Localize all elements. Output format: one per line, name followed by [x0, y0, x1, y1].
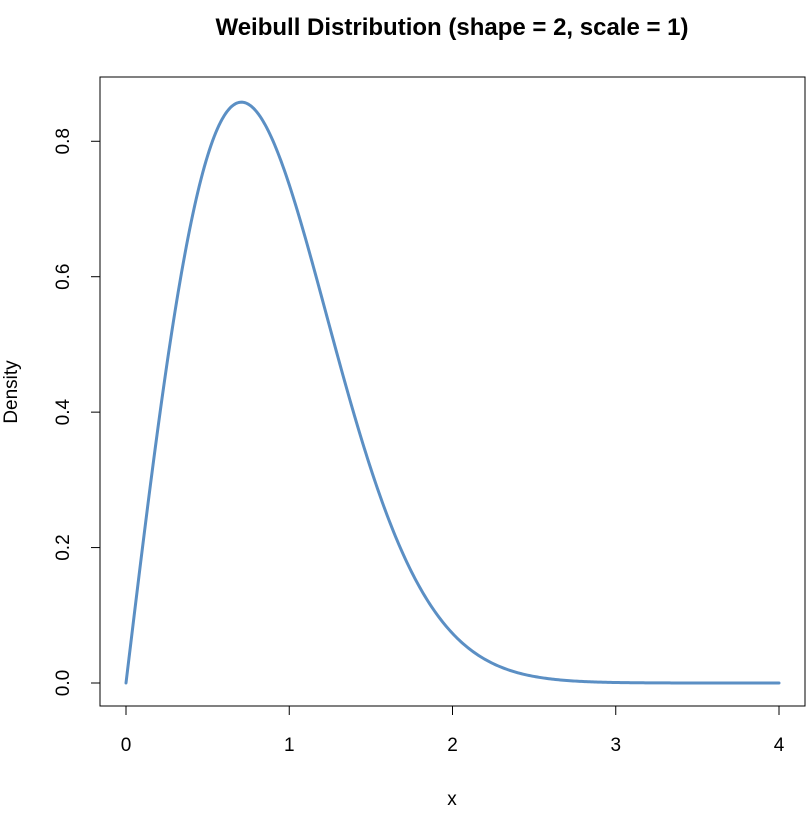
- x-tick-label: 4: [774, 735, 785, 756]
- y-axis: 0.0 0.2 0.4 0.6 0.8: [53, 128, 100, 696]
- x-axis-label: x: [447, 789, 457, 810]
- y-axis-label: Density: [1, 360, 22, 424]
- y-tick-label: 0.8: [53, 128, 74, 154]
- y-tick-label: 0.0: [53, 670, 74, 696]
- y-tick-label: 0.2: [53, 534, 74, 560]
- y-tick-label: 0.4: [53, 399, 74, 426]
- x-axis: 0 1 2 3 4: [121, 706, 785, 756]
- x-tick-label: 2: [447, 735, 458, 756]
- y-tick-label: 0.6: [53, 263, 74, 289]
- chart-title: Weibull Distribution (shape = 2, scale =…: [215, 14, 688, 41]
- plot-frame: [99, 76, 806, 707]
- x-tick-label: 0: [121, 735, 132, 756]
- density-curve: [124, 100, 781, 685]
- x-tick-label: 3: [610, 735, 621, 756]
- x-tick-label: 1: [284, 735, 295, 756]
